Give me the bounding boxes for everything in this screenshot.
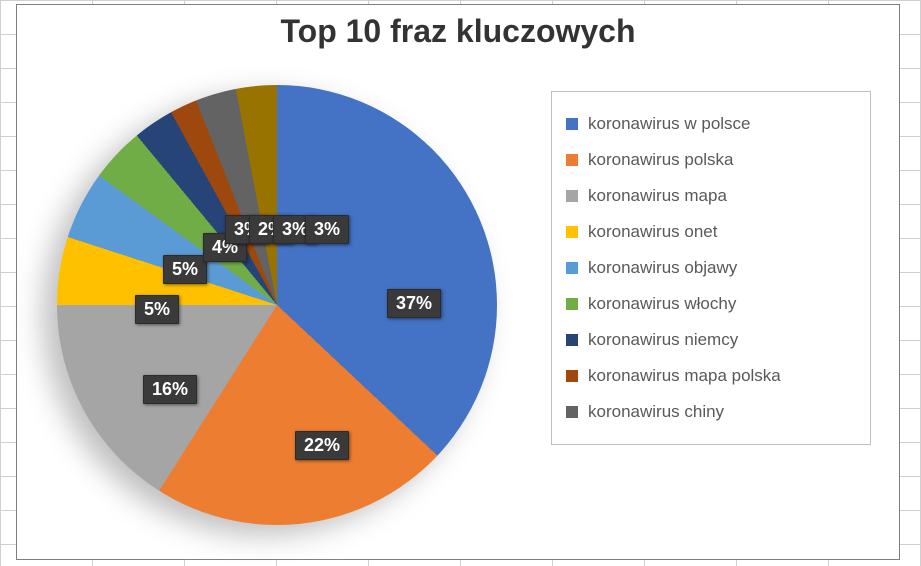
- legend-swatch: [566, 118, 578, 130]
- legend-item: koronawirus w polsce: [566, 106, 856, 142]
- legend-label: koronawirus niemcy: [588, 330, 738, 350]
- legend-item: koronawirus polska: [566, 142, 856, 178]
- legend-label: koronawirus włochy: [588, 294, 736, 314]
- legend-item: koronawirus mapa: [566, 178, 856, 214]
- legend-item: koronawirus niemcy: [566, 322, 856, 358]
- legend-item: koronawirus włochy: [566, 286, 856, 322]
- data-label: 16%: [143, 375, 197, 404]
- legend-swatch: [566, 190, 578, 202]
- data-label: 5%: [163, 255, 207, 284]
- legend-swatch: [566, 406, 578, 418]
- data-label: 3%: [305, 215, 349, 244]
- pie-chart: 37%22%16%5%5%4%3%2%3%3%: [57, 85, 497, 525]
- legend-item: koronawirus mapa polska: [566, 358, 856, 394]
- legend-item: koronawirus onet: [566, 214, 856, 250]
- legend-label: koronawirus mapa: [588, 186, 727, 206]
- legend-swatch: [566, 226, 578, 238]
- legend-swatch: [566, 370, 578, 382]
- legend-swatch: [566, 298, 578, 310]
- legend-label: koronawirus w polsce: [588, 114, 751, 134]
- chart-legend: koronawirus w polsce koronawirus polska ko…: [551, 91, 871, 445]
- chart-title: Top 10 fraz kluczowych: [17, 5, 899, 50]
- legend-item: koronawirus chiny: [566, 394, 856, 430]
- legend-label: koronawirus objawy: [588, 258, 737, 278]
- legend-label: koronawirus chiny: [588, 402, 724, 422]
- chart-frame: Top 10 fraz kluczowych 37%22%16%5%5%4%3%…: [16, 4, 900, 560]
- legend-swatch: [566, 262, 578, 274]
- legend-label: koronawirus mapa polska: [588, 366, 781, 386]
- legend-label: koronawirus polska: [588, 150, 734, 170]
- data-label: 5%: [135, 295, 179, 324]
- legend-swatch: [566, 334, 578, 346]
- data-label: 22%: [295, 431, 349, 460]
- data-label: 37%: [387, 289, 441, 318]
- legend-swatch: [566, 154, 578, 166]
- legend-item: koronawirus objawy: [566, 250, 856, 286]
- legend-label: koronawirus onet: [588, 222, 717, 242]
